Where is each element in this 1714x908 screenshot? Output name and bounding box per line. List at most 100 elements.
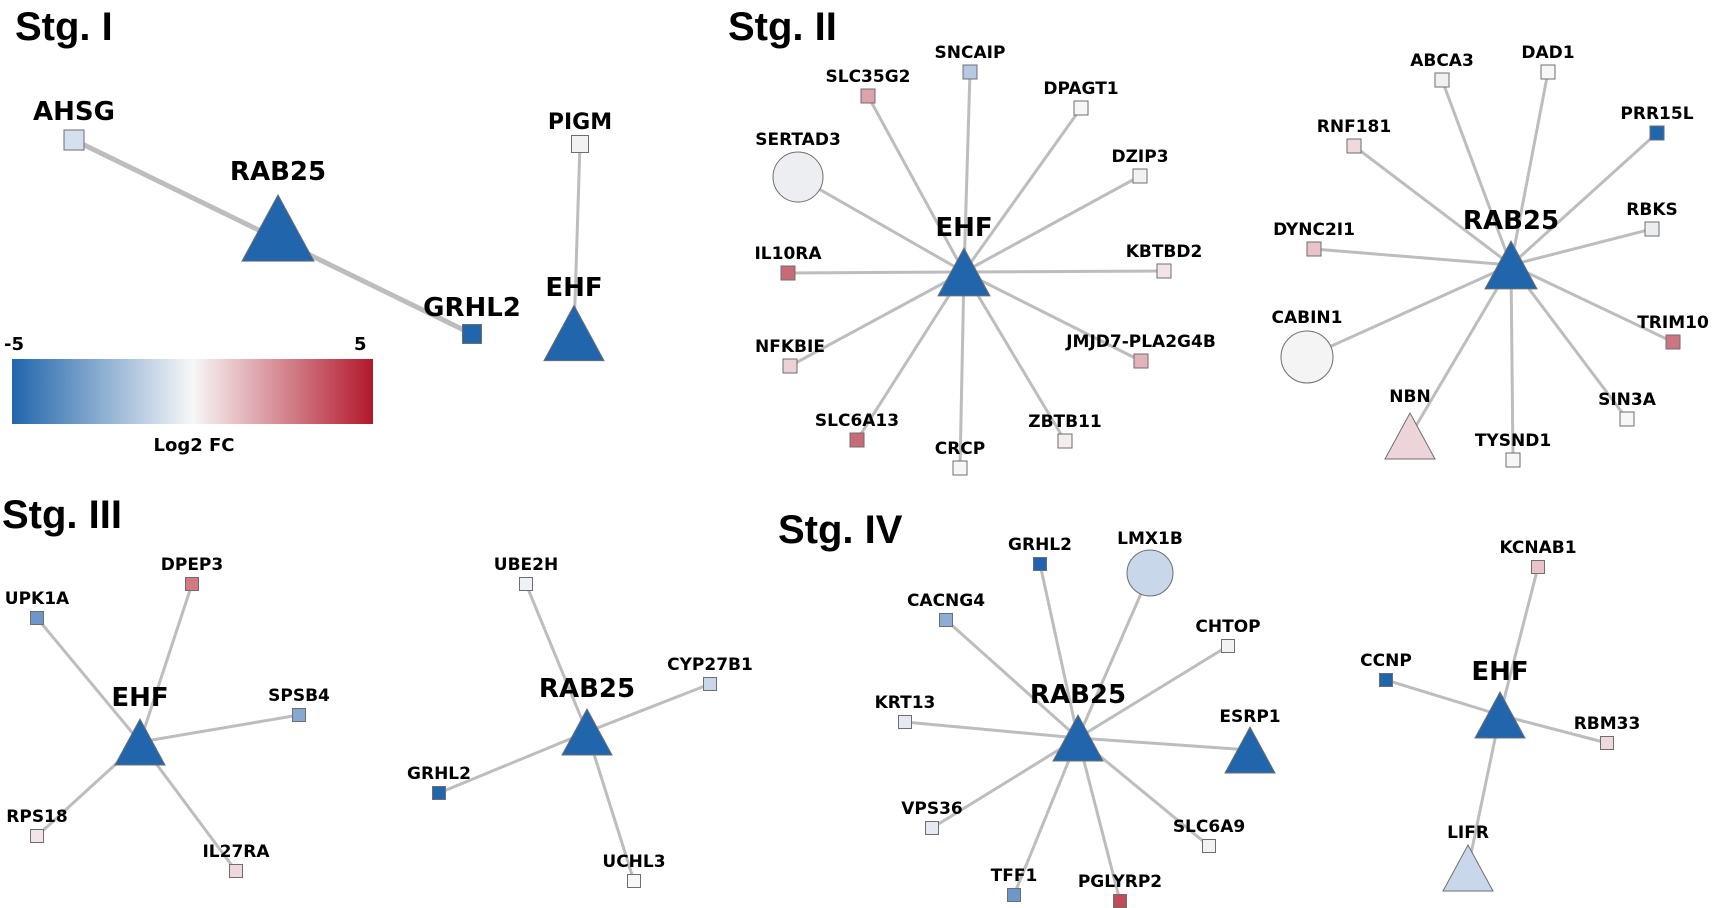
node-s2b_nbn[interactable]: NBN — [1384, 387, 1436, 460]
square-node-shape[interactable] — [30, 611, 44, 625]
node-s2b_abca3[interactable]: ABCA3 — [1410, 51, 1474, 88]
node-s2a_nfkbie[interactable]: NFKBIE — [755, 337, 825, 374]
triangle-node-shape[interactable] — [543, 304, 605, 362]
square-node-shape[interactable] — [782, 358, 798, 374]
node-s4a_rab25[interactable]: RAB25 — [1030, 680, 1126, 762]
square-node-shape[interactable] — [1619, 411, 1635, 427]
node-s2a_dpagt1[interactable]: DPAGT1 — [1043, 79, 1119, 116]
node-s2b_dad1[interactable]: DAD1 — [1521, 43, 1575, 80]
node-s4b_kcnab1[interactable]: KCNAB1 — [1499, 538, 1577, 574]
square-node-shape[interactable] — [627, 874, 641, 888]
node-s2b_cabin1[interactable]: CABIN1 — [1272, 308, 1343, 384]
node-s1_rab25[interactable]: RAB25 — [230, 157, 326, 262]
node-s4b_ccnp[interactable]: CCNP — [1360, 651, 1412, 687]
square-node-shape[interactable] — [1221, 639, 1235, 653]
circle-node-shape[interactable] — [1126, 549, 1174, 597]
square-node-shape[interactable] — [1600, 736, 1614, 750]
node-s4a_slc6a9[interactable]: SLC6A9 — [1173, 817, 1245, 853]
node-s3b_ube2h[interactable]: UBE2H — [494, 555, 558, 591]
square-node-shape[interactable] — [1505, 452, 1521, 468]
node-s2a_sncaip[interactable]: SNCAIP — [935, 43, 1006, 80]
node-s2a_slc6a13[interactable]: SLC6A13 — [815, 411, 899, 448]
square-node-shape[interactable] — [1033, 557, 1047, 571]
node-s3b_uchl3[interactable]: UCHL3 — [602, 852, 666, 888]
triangle-node-shape[interactable] — [1442, 843, 1494, 892]
node-s3b_cyp27b1[interactable]: CYP27B1 — [667, 655, 753, 691]
square-node-shape[interactable] — [860, 88, 876, 104]
square-node-shape[interactable] — [229, 864, 243, 878]
node-s2b_rbks[interactable]: RBKS — [1626, 200, 1678, 237]
square-node-shape[interactable] — [462, 324, 482, 344]
node-s4b_lifr[interactable]: LIFR — [1442, 823, 1494, 892]
node-s2a_crcp[interactable]: CRCP — [935, 439, 986, 476]
square-node-shape[interactable] — [1202, 839, 1216, 853]
square-node-shape[interactable] — [703, 677, 717, 691]
node-s2a_sertad3[interactable]: SERTAD3 — [755, 130, 841, 203]
node-s3a_dpep3[interactable]: DPEP3 — [161, 555, 223, 591]
square-node-shape[interactable] — [1434, 72, 1450, 88]
node-s3b_rab25[interactable]: RAB25 — [539, 674, 635, 756]
square-node-shape[interactable] — [780, 265, 796, 281]
square-node-shape[interactable] — [1132, 168, 1148, 184]
circle-node-shape[interactable] — [1280, 330, 1334, 384]
node-s4b_rbm33[interactable]: RBM33 — [1574, 714, 1641, 750]
square-node-shape[interactable] — [1346, 138, 1362, 154]
node-s2b_dync2i1[interactable]: DYNC2I1 — [1273, 220, 1355, 257]
triangle-node-shape[interactable] — [1224, 725, 1276, 774]
node-s2b_rab25[interactable]: RAB25 — [1463, 206, 1559, 290]
square-node-shape[interactable] — [952, 460, 968, 476]
node-s2b_prr15l[interactable]: PRR15L — [1620, 104, 1694, 141]
node-s2b_trim10[interactable]: TRIM10 — [1637, 313, 1709, 350]
node-s1_ahsg[interactable]: AHSG — [33, 97, 115, 151]
node-s4a_tff1[interactable]: TFF1 — [991, 866, 1038, 902]
square-node-shape[interactable] — [1379, 673, 1393, 687]
square-node-shape[interactable] — [1156, 263, 1172, 279]
node-s3a_rps18[interactable]: RPS18 — [6, 807, 68, 843]
square-node-shape[interactable] — [1540, 64, 1556, 80]
square-node-shape[interactable] — [63, 129, 85, 151]
node-s4a_chtop[interactable]: CHTOP — [1195, 617, 1261, 653]
square-node-shape[interactable] — [571, 135, 589, 153]
square-node-shape[interactable] — [962, 64, 978, 80]
node-s3a_spsb4[interactable]: SPSB4 — [268, 686, 330, 722]
node-s4a_krt13[interactable]: KRT13 — [875, 693, 936, 729]
node-s2a_zbtb11[interactable]: ZBTB11 — [1028, 412, 1102, 449]
square-node-shape[interactable] — [1113, 894, 1127, 908]
node-s4a_pglyrp2[interactable]: PGLYRP2 — [1078, 872, 1162, 908]
triangle-node-shape[interactable] — [937, 247, 991, 297]
node-s2b_rnf181[interactable]: RNF181 — [1317, 117, 1391, 154]
square-node-shape[interactable] — [1644, 221, 1660, 237]
square-node-shape[interactable] — [849, 432, 865, 448]
node-s2a_il10ra[interactable]: IL10RA — [754, 244, 822, 281]
node-s4a_grhl2[interactable]: GRHL2 — [1008, 535, 1072, 571]
square-node-shape[interactable] — [432, 786, 446, 800]
node-s2a_jmjd7[interactable]: JMJD7-PLA2G4B — [1065, 332, 1216, 369]
node-s2b_sin3a[interactable]: SIN3A — [1598, 390, 1657, 427]
triangle-node-shape[interactable] — [114, 717, 166, 766]
node-s4a_esrp1[interactable]: ESRP1 — [1219, 707, 1281, 774]
square-node-shape[interactable] — [519, 577, 533, 591]
square-node-shape[interactable] — [1531, 560, 1545, 574]
triangle-node-shape[interactable] — [1484, 240, 1538, 290]
square-node-shape[interactable] — [939, 613, 953, 627]
triangle-node-shape[interactable] — [1384, 411, 1436, 460]
square-node-shape[interactable] — [292, 708, 306, 722]
node-s4a_vps36[interactable]: VPS36 — [901, 799, 963, 835]
square-node-shape[interactable] — [1665, 334, 1681, 350]
circle-node-shape[interactable] — [772, 151, 824, 203]
triangle-node-shape[interactable] — [1052, 713, 1104, 762]
square-node-shape[interactable] — [898, 715, 912, 729]
node-s2b_tysnd1[interactable]: TYSND1 — [1475, 431, 1551, 468]
node-s3b_grhl2[interactable]: GRHL2 — [407, 764, 471, 800]
triangle-node-shape[interactable] — [561, 707, 613, 756]
square-node-shape[interactable] — [185, 577, 199, 591]
square-node-shape[interactable] — [1306, 241, 1322, 257]
triangle-node-shape[interactable] — [241, 193, 315, 262]
node-s4a_lmx1b[interactable]: LMX1B — [1117, 529, 1183, 597]
triangle-node-shape[interactable] — [1474, 690, 1526, 739]
node-s4a_cacng4[interactable]: CACNG4 — [907, 591, 985, 627]
node-s2a_dzip3[interactable]: DZIP3 — [1111, 147, 1169, 184]
node-s3a_il27ra[interactable]: IL27RA — [202, 842, 270, 878]
node-s2a_kbtbd2[interactable]: KBTBD2 — [1126, 242, 1203, 279]
square-node-shape[interactable] — [1057, 433, 1073, 449]
